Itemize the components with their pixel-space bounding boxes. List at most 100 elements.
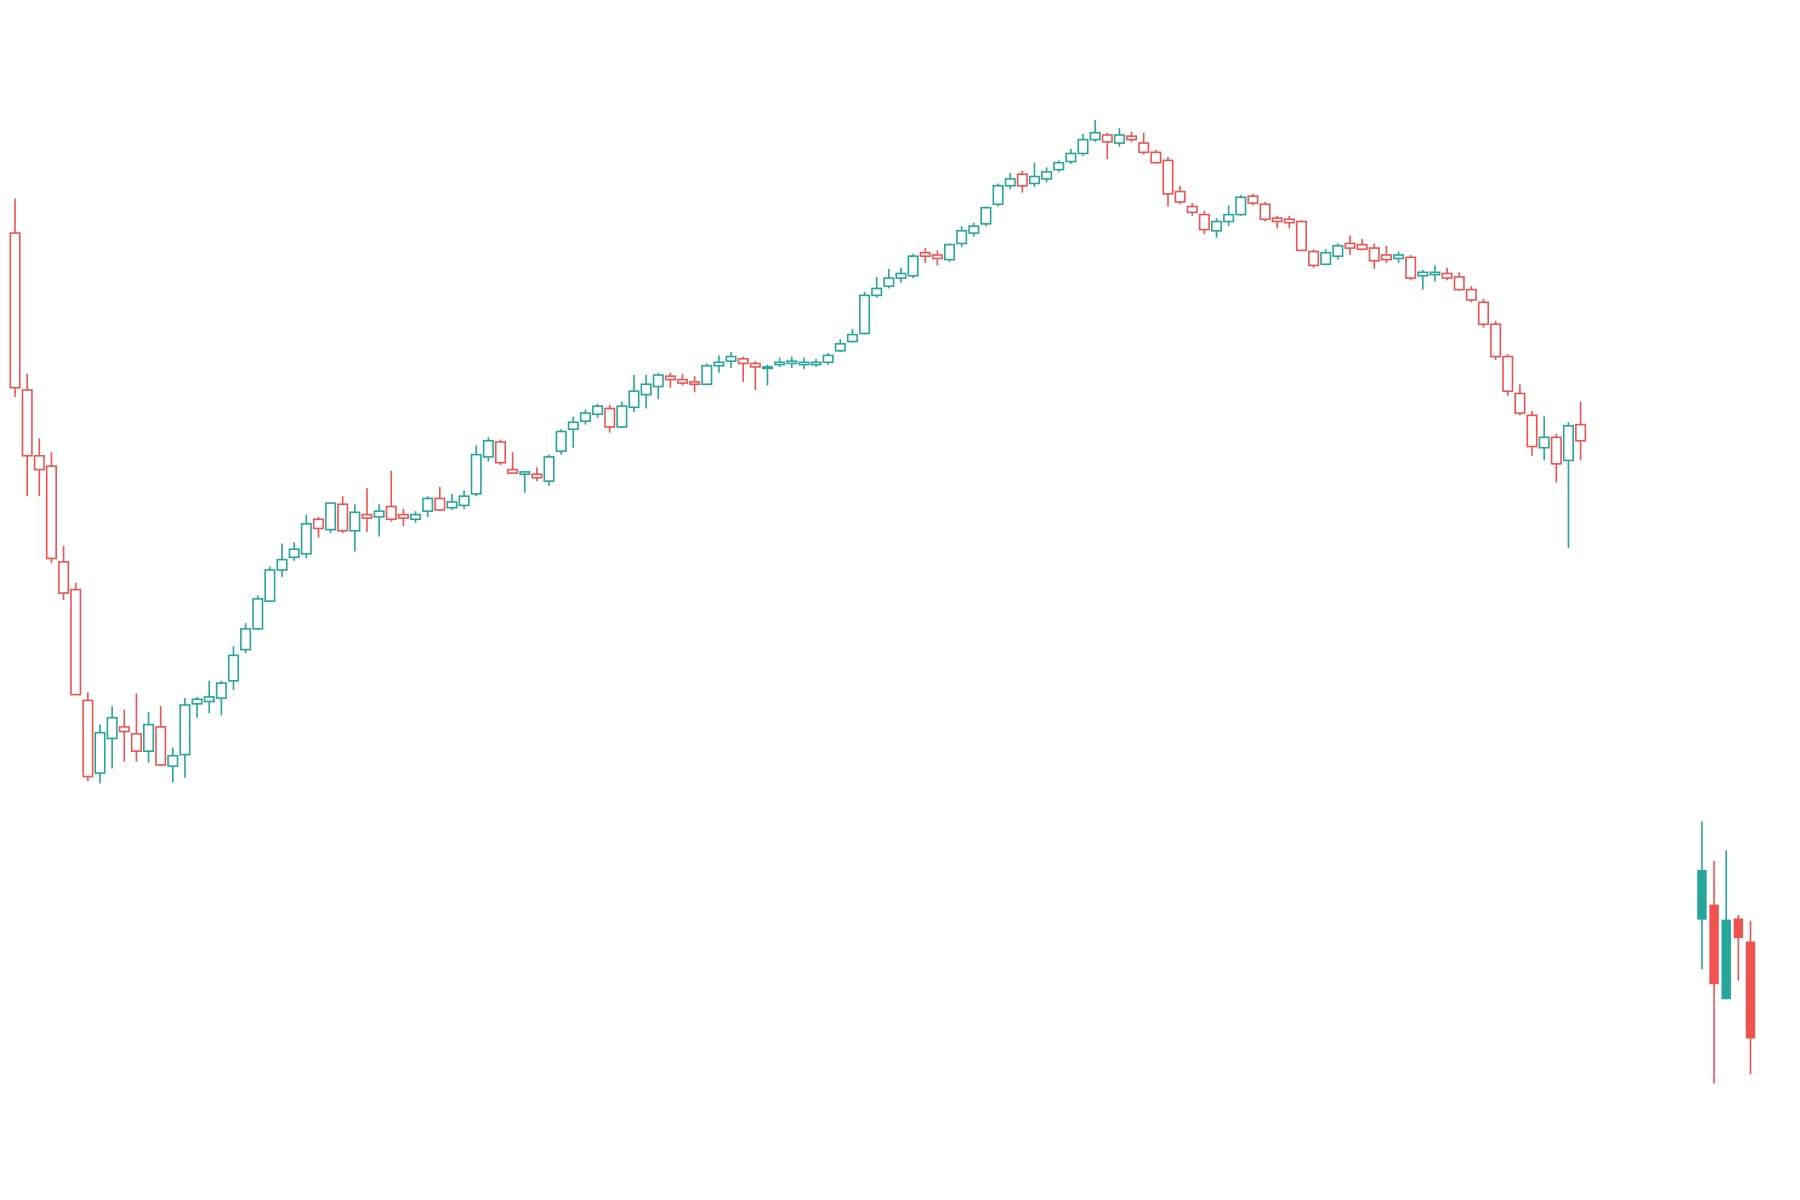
candle-body xyxy=(1380,254,1392,261)
candle-body xyxy=(689,381,701,386)
candle-body xyxy=(810,361,822,366)
candle-body xyxy=(1247,195,1259,204)
candle-body xyxy=(1053,161,1065,171)
candle-body xyxy=(1198,213,1210,231)
candle-body xyxy=(1562,424,1574,462)
candle-body xyxy=(1745,941,1756,1039)
candle-body xyxy=(410,513,422,521)
candle-body xyxy=(1089,131,1101,141)
candle-body xyxy=(1405,256,1417,279)
candle-body xyxy=(543,456,555,482)
candle-body xyxy=(531,473,543,479)
candle-body xyxy=(58,561,70,594)
candle-body xyxy=(761,366,774,370)
candle-body xyxy=(1004,178,1016,187)
candle-body xyxy=(871,287,883,297)
candle-body xyxy=(1490,323,1502,358)
candle-body xyxy=(1465,288,1477,301)
candle-body xyxy=(1150,151,1162,164)
candle-body xyxy=(1356,243,1368,251)
candle-body xyxy=(385,505,397,521)
candle-body xyxy=(1186,205,1198,214)
candle-body xyxy=(943,243,956,261)
candle-body xyxy=(373,510,385,518)
candle-body xyxy=(907,255,919,277)
candle-body xyxy=(676,378,689,384)
candle-body xyxy=(155,726,167,766)
candle-body xyxy=(33,454,45,471)
candle-body xyxy=(1126,135,1138,141)
candle-body xyxy=(1538,436,1550,449)
candle-body xyxy=(507,468,519,474)
candle-body xyxy=(179,704,191,756)
candle-body xyxy=(895,272,907,279)
candle-body xyxy=(1575,423,1587,442)
candle-body xyxy=(1210,220,1223,232)
candle-body xyxy=(1162,159,1174,195)
candle-body xyxy=(167,754,179,767)
candle-body xyxy=(713,361,725,367)
candle-body xyxy=(1223,213,1235,223)
candle-body xyxy=(1417,271,1429,277)
candle-body xyxy=(1028,175,1040,185)
candle-body xyxy=(1526,414,1538,448)
candle-body xyxy=(737,358,749,365)
candle-body xyxy=(1441,272,1453,279)
candle-body xyxy=(337,503,349,532)
candle-body xyxy=(361,513,373,519)
candle-body xyxy=(1697,870,1707,920)
candle-body xyxy=(227,654,240,682)
candle-body xyxy=(652,374,664,388)
candle-body xyxy=(482,439,494,458)
candle-body xyxy=(1320,251,1332,266)
candle-body xyxy=(1295,220,1307,252)
candle-body xyxy=(604,407,616,428)
candle-body xyxy=(567,421,579,431)
candle-body xyxy=(494,441,507,464)
candle-body xyxy=(1016,173,1028,187)
candle-body xyxy=(628,390,640,409)
candle-body xyxy=(240,628,252,651)
candle-body xyxy=(980,206,992,225)
candle-body xyxy=(1477,301,1490,326)
candle-body xyxy=(1550,436,1562,465)
candle-body xyxy=(616,405,628,428)
candle-body xyxy=(1174,190,1186,203)
candle-body xyxy=(919,251,931,257)
candle-body xyxy=(1344,242,1356,249)
candle-body xyxy=(252,598,264,630)
candle-body xyxy=(883,277,895,287)
candle-body xyxy=(458,495,470,507)
candle-body xyxy=(640,383,652,396)
candle-body xyxy=(1332,244,1344,257)
candle-body xyxy=(1259,203,1271,221)
candle-body xyxy=(325,502,337,531)
candle-body xyxy=(45,465,57,560)
candle-body xyxy=(1502,355,1514,392)
candle-body xyxy=(191,698,203,705)
candle-body xyxy=(264,569,276,602)
candle-body xyxy=(143,723,155,752)
candle-body xyxy=(859,294,871,335)
candle-body xyxy=(834,343,846,352)
candle-body xyxy=(1308,250,1320,267)
candle-body xyxy=(21,389,33,457)
candle-body xyxy=(1453,276,1465,291)
candle-body xyxy=(846,333,858,343)
candle-body xyxy=(1393,254,1405,260)
candle-body xyxy=(1113,134,1125,144)
candle-body xyxy=(1271,217,1283,223)
candle-body xyxy=(725,355,737,362)
candle-body xyxy=(968,225,980,234)
candle-body xyxy=(992,184,1004,206)
candle-body xyxy=(749,362,761,368)
candle-body xyxy=(349,511,361,532)
candle-body xyxy=(592,405,604,416)
candle-body xyxy=(288,548,300,559)
candle-body xyxy=(1514,392,1526,414)
candle-body xyxy=(312,518,324,530)
candle-body xyxy=(1235,196,1247,216)
candle-body xyxy=(786,360,798,365)
candle-body xyxy=(701,364,713,386)
candle-body xyxy=(1065,152,1077,163)
